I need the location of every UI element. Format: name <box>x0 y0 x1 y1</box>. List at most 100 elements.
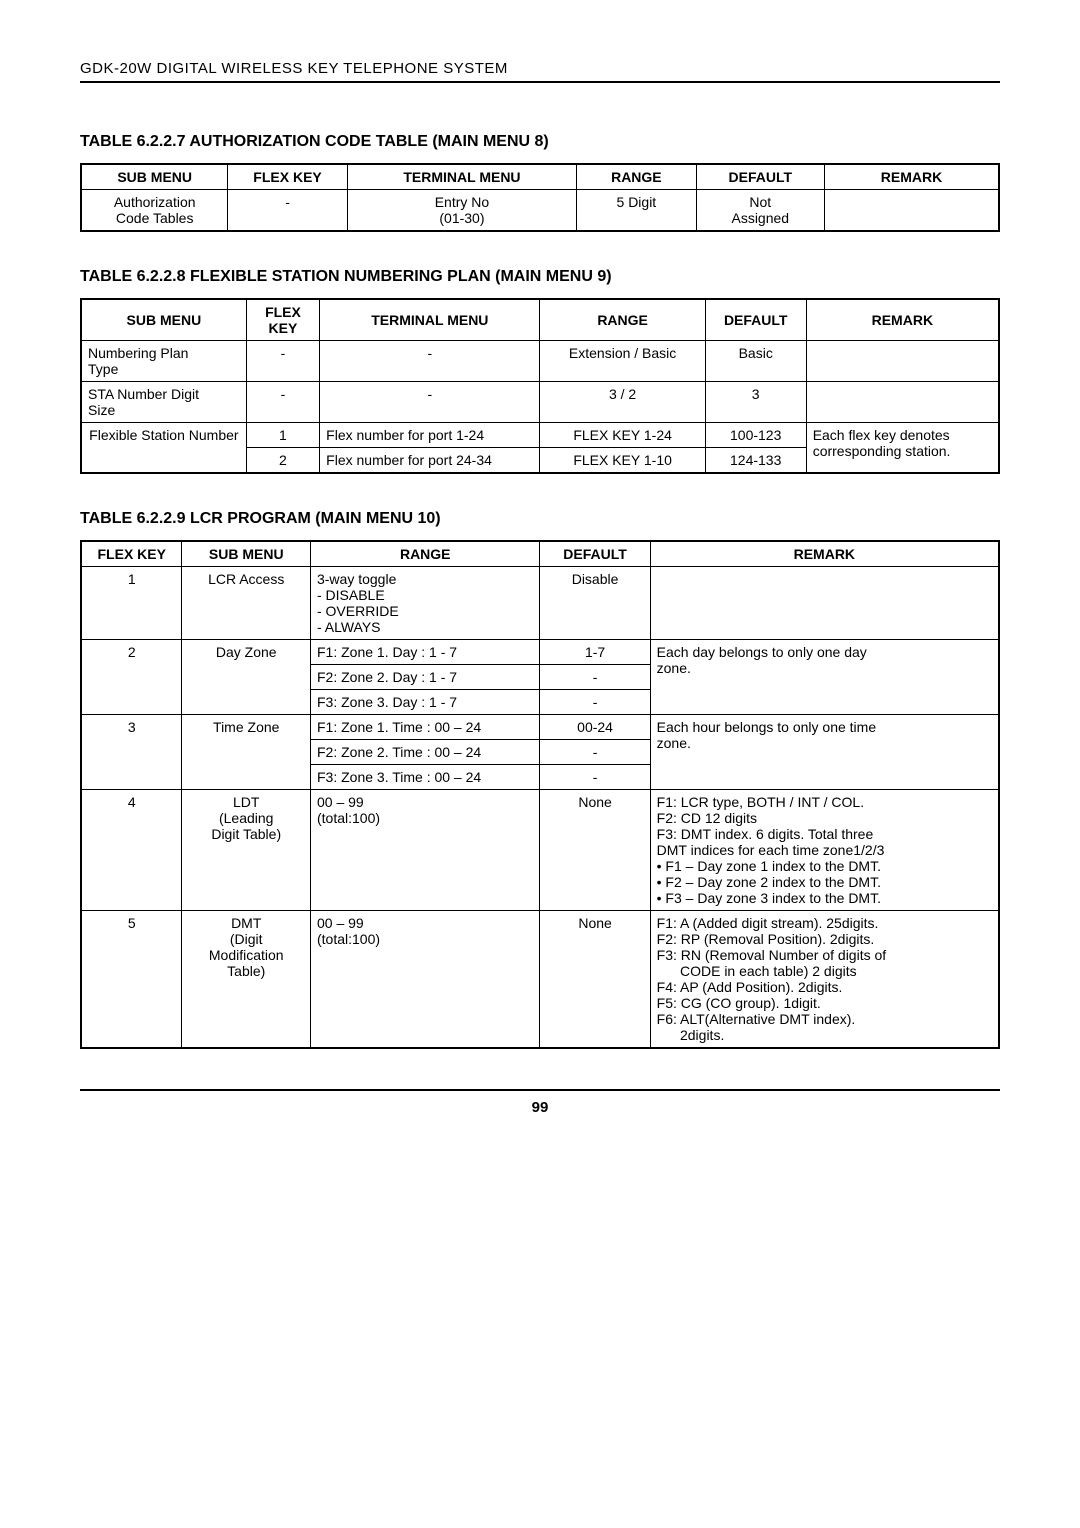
table2-row3a: Flexible Station Number 1 Flex number fo… <box>81 423 999 448</box>
cell: 4 <box>81 790 182 911</box>
text: Type <box>88 361 118 377</box>
cell: Time Zone <box>182 715 311 790</box>
cell: 3 / 2 <box>540 382 705 423</box>
text: F2: CD 12 digits <box>657 810 757 826</box>
text: F3: DMT index. 6 digits. Total three <box>657 826 874 842</box>
cell <box>806 341 999 382</box>
text: Assigned <box>731 210 789 226</box>
cell: LCR Access <box>182 567 311 640</box>
col-flexkey: FLEX KEY <box>246 299 319 341</box>
cell: 100-123 <box>705 423 806 448</box>
col-flexkey: FLEX KEY <box>228 164 347 190</box>
cell: Flex number for port 24-34 <box>320 448 540 474</box>
text: Each day belongs to only one day <box>657 644 867 660</box>
text: LDT <box>233 794 259 810</box>
col-submenu: SUB MENU <box>81 299 246 341</box>
text: F6: ALT(Alternative DMT index). <box>657 1011 856 1027</box>
col-default: DEFAULT <box>696 164 825 190</box>
cell: DMT (Digit Modification Table) <box>182 911 311 1049</box>
cell: Basic <box>705 341 806 382</box>
cell: Disable <box>540 567 650 640</box>
cell: - <box>228 190 347 232</box>
text: corresponding station. <box>813 443 951 459</box>
text: DMT <box>231 915 261 931</box>
text: Size <box>88 402 115 418</box>
cell: 2 <box>246 448 319 474</box>
text: zone. <box>657 660 691 676</box>
cell: F2: Zone 2. Time : 00 – 24 <box>310 740 540 765</box>
text: • F1 – Day zone 1 index to the DMT. <box>657 858 881 874</box>
text: • F3 – Day zone 3 index to the DMT. <box>657 890 881 906</box>
cell: Not Assigned <box>696 190 825 232</box>
cell: F2: Zone 2. Day : 1 - 7 <box>310 665 540 690</box>
cell: None <box>540 790 650 911</box>
header-rule <box>80 81 1000 83</box>
cell: Each day belongs to only one day zone. <box>650 640 999 715</box>
col-default: DEFAULT <box>540 541 650 567</box>
cell: 5 <box>81 911 182 1049</box>
col-submenu: SUB MENU <box>182 541 311 567</box>
col-default: DEFAULT <box>705 299 806 341</box>
cell: F1: Zone 1. Time : 00 – 24 <box>310 715 540 740</box>
cell: LDT (Leading Digit Table) <box>182 790 311 911</box>
cell: - <box>246 341 319 382</box>
cell: - <box>320 341 540 382</box>
cell: Day Zone <box>182 640 311 715</box>
cell: F3: Zone 3. Time : 00 – 24 <box>310 765 540 790</box>
col-terminal: TERMINAL MENU <box>347 164 577 190</box>
cell: - <box>540 665 650 690</box>
text: F1: A (Added digit stream). 25digits. <box>657 915 879 931</box>
text: DMT indices for each time zone1/2/3 <box>657 842 885 858</box>
table3-row2a: 2 Day Zone F1: Zone 1. Day : 1 - 7 1-7 E… <box>81 640 999 665</box>
table3-row3a: 3 Time Zone F1: Zone 1. Time : 00 – 24 0… <box>81 715 999 740</box>
page-number: 99 <box>80 1099 1000 1116</box>
table1-caption: TABLE 6.2.2.7 AUTHORIZATION CODE TABLE (… <box>80 133 1000 151</box>
text: (total:100) <box>317 931 380 947</box>
cell: Extension / Basic <box>540 341 705 382</box>
text: F4: AP (Add Position). 2digits. <box>657 979 843 995</box>
text: - ALWAYS <box>317 619 381 635</box>
cell: F1: LCR type, BOTH / INT / COL. F2: CD 1… <box>650 790 999 911</box>
cell: Each hour belongs to only one time zone. <box>650 715 999 790</box>
col-range: RANGE <box>577 164 696 190</box>
table3-row5: 5 DMT (Digit Modification Table) 00 – 99… <box>81 911 999 1049</box>
cell: 00 – 99 (total:100) <box>310 911 540 1049</box>
table3-row1: 1 LCR Access 3-way toggle - DISABLE - OV… <box>81 567 999 640</box>
cell <box>650 567 999 640</box>
table2-header-row: SUB MENU FLEX KEY TERMINAL MENU RANGE DE… <box>81 299 999 341</box>
col-remark: REMARK <box>825 164 999 190</box>
text: Numbering Plan <box>88 345 188 361</box>
col-flexkey: FLEX KEY <box>81 541 182 567</box>
cell: - <box>246 382 319 423</box>
text: F5: CG (CO group). 1digit. <box>657 995 821 1011</box>
cell: Numbering Plan Type <box>81 341 246 382</box>
cell: FLEX KEY 1-10 <box>540 448 705 474</box>
col-range: RANGE <box>540 299 705 341</box>
cell: F1: Zone 1. Day : 1 - 7 <box>310 640 540 665</box>
text: Flexible Station Number <box>89 427 238 443</box>
cell <box>806 382 999 423</box>
text: Modification <box>209 947 284 963</box>
text: F1: LCR type, BOTH / INT / COL. <box>657 794 864 810</box>
page-header: GDK-20W DIGITAL WIRELESS KEY TELEPHONE S… <box>80 60 1000 83</box>
table3-caption: TABLE 6.2.2.9 LCR PROGRAM (MAIN MENU 10) <box>80 510 1000 528</box>
table3: FLEX KEY SUB MENU RANGE DEFAULT REMARK 1… <box>80 540 1000 1049</box>
table2: SUB MENU FLEX KEY TERMINAL MENU RANGE DE… <box>80 298 1000 474</box>
table1-row: Authorization Code Tables - Entry No (01… <box>81 190 999 232</box>
cell: 2 <box>81 640 182 715</box>
cell: F3: Zone 3. Day : 1 - 7 <box>310 690 540 715</box>
table2-caption: TABLE 6.2.2.8 FLEXIBLE STATION NUMBERING… <box>80 268 1000 286</box>
cell: None <box>540 911 650 1049</box>
text: Entry No <box>435 194 489 210</box>
text: 3-way toggle <box>317 571 396 587</box>
text: - DISABLE <box>317 587 385 603</box>
cell <box>825 190 999 232</box>
text: Authorization <box>114 194 196 210</box>
table2-row1: Numbering Plan Type - - Extension / Basi… <box>81 341 999 382</box>
cell: 3-way toggle - DISABLE - OVERRIDE - ALWA… <box>310 567 540 640</box>
cell: 1-7 <box>540 640 650 665</box>
header-title: GDK-20W DIGITAL WIRELESS KEY TELEPHONE S… <box>80 60 1000 77</box>
text: CODE in each table) 2 digits <box>657 963 857 979</box>
table1: SUB MENU FLEX KEY TERMINAL MENU RANGE DE… <box>80 163 1000 232</box>
text: F3: RN (Removal Number of digits of <box>657 947 887 963</box>
